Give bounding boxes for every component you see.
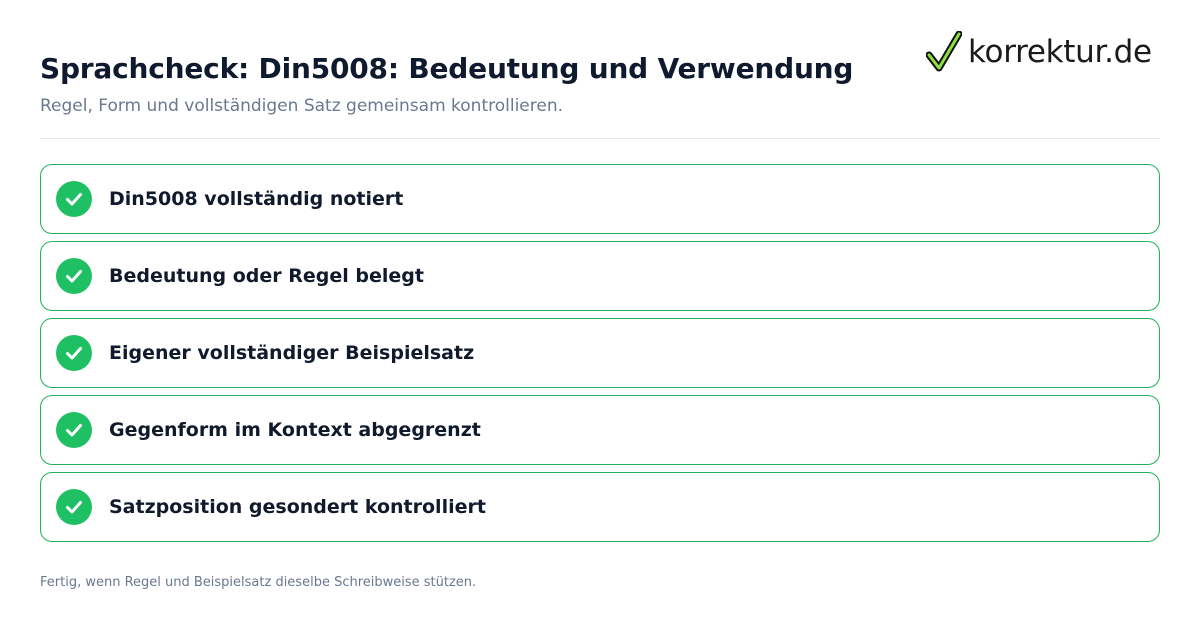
checklist-item: Bedeutung oder Regel belegt [40, 241, 1160, 311]
footer-note: Fertig, wenn Regel und Beispielsatz dies… [40, 575, 477, 590]
checklist-item-label: Bedeutung oder Regel belegt [109, 265, 424, 287]
checklist-item-label: Satzposition gesondert kontrolliert [109, 496, 486, 518]
header-divider [40, 138, 1160, 139]
checklist-item: Satzposition gesondert kontrolliert [40, 472, 1160, 542]
checklist-item-label: Gegenform im Kontext abgegrenzt [109, 419, 481, 441]
page-header: Sprachcheck: Din5008: Bedeutung und Verw… [40, 50, 900, 118]
checklist: Din5008 vollständig notiert Bedeutung od… [40, 164, 1160, 549]
check-circle-icon [56, 412, 92, 448]
checklist-item: Din5008 vollständig notiert [40, 164, 1160, 234]
check-circle-icon [56, 181, 92, 217]
check-circle-icon [56, 258, 92, 294]
check-circle-icon [56, 489, 92, 525]
checkmark-icon [926, 31, 962, 72]
checklist-item: Gegenform im Kontext abgegrenzt [40, 395, 1160, 465]
checklist-item-label: Din5008 vollständig notiert [109, 188, 404, 210]
page-title: Sprachcheck: Din5008: Bedeutung und Verw… [40, 52, 854, 85]
check-circle-icon [56, 335, 92, 371]
checklist-item: Eigener vollständiger Beispielsatz [40, 318, 1160, 388]
checklist-item-label: Eigener vollständiger Beispielsatz [109, 342, 475, 364]
brand-name: korrektur.de [968, 34, 1152, 70]
brand-logo[interactable]: korrektur.de [926, 30, 1152, 74]
page-subtitle: Regel, Form und vollständigen Satz gemei… [40, 96, 564, 116]
